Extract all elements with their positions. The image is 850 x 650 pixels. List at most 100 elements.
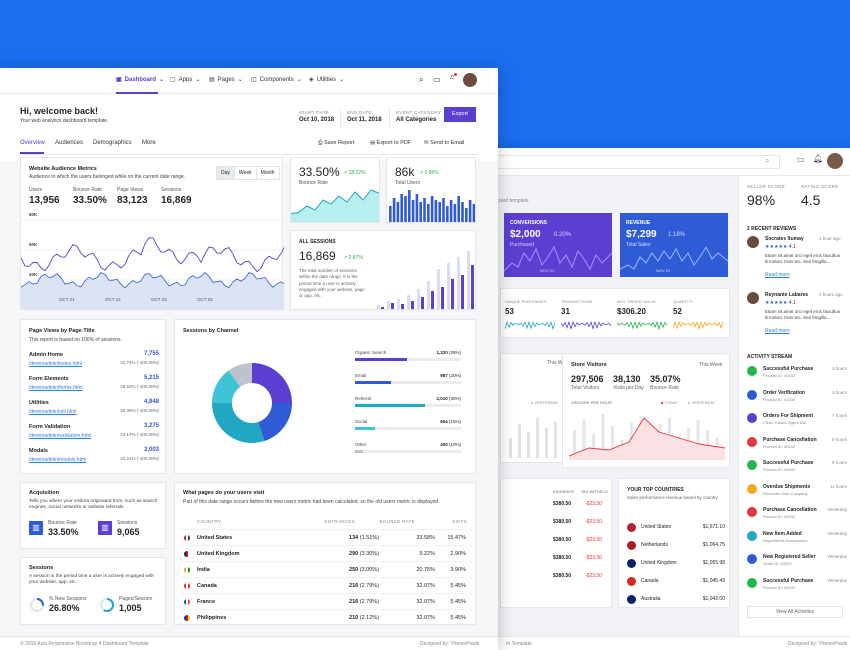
- bar: [457, 196, 460, 222]
- table-header: EXITS: [452, 519, 467, 524]
- visit-title: What pages do your users visit: [183, 490, 265, 496]
- donut-slice: [212, 370, 241, 403]
- bar: [536, 418, 539, 458]
- pages-icon: ▤: [209, 77, 215, 83]
- table-header: ENTRANCES: [324, 519, 355, 524]
- bar: [411, 200, 415, 222]
- chat-icon[interactable]: ▭: [797, 155, 805, 164]
- x-tick: OCT 23: [151, 297, 167, 302]
- bar-background: [417, 289, 420, 309]
- metric-label: Users: [29, 187, 43, 193]
- table-row: France 216 (2.79%) 32.07% 5.45%: [181, 593, 472, 610]
- table-header: BOUNCE RATE: [379, 519, 415, 524]
- toggle-week[interactable]: Week: [233, 167, 256, 179]
- tax-value: -$23.50: [585, 555, 602, 561]
- flag-icon: [184, 615, 190, 621]
- nav-components[interactable]: ◫ Components ⌄: [251, 76, 302, 84]
- search-icon[interactable]: ⌕: [419, 75, 424, 84]
- exits: 5.45%: [450, 615, 466, 621]
- page-path-link[interactable]: /demo/admin/forms.html: [29, 385, 83, 391]
- start-date-value[interactable]: Oct 10, 2018: [299, 117, 335, 123]
- page-count: 7,755: [143, 351, 159, 357]
- reviews-title: 2 RECENT REVIEWS: [747, 226, 797, 232]
- activity-title: Order Verification: [763, 389, 805, 396]
- activity-icon: [747, 554, 757, 564]
- page-name: Form Validation: [29, 424, 71, 430]
- nav-pages[interactable]: ▤ Pages ⌄: [209, 76, 243, 84]
- channel-name: Other: [355, 442, 367, 447]
- country-name: Canada: [197, 583, 217, 589]
- bar: [451, 279, 454, 309]
- end-date-value[interactable]: Oct 11, 2018: [347, 117, 382, 123]
- tabs-divider: [20, 154, 478, 155]
- country-name: United States: [197, 535, 233, 541]
- seller-score-value: 98%: [747, 192, 776, 208]
- export-pdf-button[interactable]: ▤ Export to PDF: [370, 140, 412, 146]
- page-views-card: Page Views by Page Title This report is …: [20, 319, 166, 474]
- page-path-link[interactable]: /demo/admin/index.html: [29, 361, 83, 367]
- toggle-month[interactable]: Month: [255, 167, 279, 179]
- page-path-link[interactable]: /demo/admin/util.html: [29, 409, 77, 415]
- nav-utilities[interactable]: ◈ Utilities ⌄: [309, 76, 344, 84]
- audience-metrics-card: Website Audience Metrics Audience to whi…: [20, 157, 284, 310]
- bell-icon[interactable]: ♫: [449, 74, 455, 81]
- channel-name: Email: [355, 373, 367, 378]
- flag-icon: [184, 551, 190, 557]
- channel-bar-track: [355, 450, 461, 453]
- reviewer-name: Reynante Labares: [765, 292, 809, 298]
- trend-up-icon: ↗: [343, 255, 349, 261]
- kpi-sparkline: [561, 320, 611, 330]
- avatar[interactable]: [463, 73, 477, 87]
- all-sessions-value: 16,869: [299, 249, 336, 263]
- chat-icon[interactable]: ▭: [433, 75, 441, 84]
- search-icon[interactable]: ⌕: [765, 156, 770, 165]
- sessions-channel-card: Sessions by Channel Organic Search 1,320 …: [174, 319, 476, 474]
- read-more-link[interactable]: Read more: [765, 328, 790, 334]
- toggle-day[interactable]: Day: [217, 167, 234, 179]
- seller-score-label: SELLER SCORE: [747, 184, 786, 189]
- avatar[interactable]: [827, 153, 843, 169]
- back-search-input[interactable]: [480, 155, 780, 169]
- flag-icon: [627, 577, 636, 586]
- bar: [392, 198, 396, 222]
- earning-value: $380.50: [553, 573, 572, 579]
- tab-active-indicator: [20, 152, 44, 154]
- nav-dashboard[interactable]: ▣ Dashboard ⌄: [116, 76, 165, 84]
- tab-overview[interactable]: Overview: [20, 140, 46, 146]
- bell-icon[interactable]: 🔔︎: [813, 154, 824, 163]
- top-countries-title: YOUR TOP COUNTRIES: [627, 487, 684, 493]
- bar: [468, 200, 472, 222]
- activity-title: ACTIVITY STREAM: [747, 354, 793, 360]
- entrances: 216 (2.79%): [349, 599, 379, 605]
- chevron-down-icon: ⌄: [159, 77, 165, 83]
- page-path-link[interactable]: /demo/admin/modals.html: [29, 457, 87, 463]
- bar-background: [457, 257, 460, 309]
- read-more-link[interactable]: Read more: [765, 272, 790, 278]
- acq-bounce-label: Bounce Rate: [48, 520, 77, 526]
- nav-apps[interactable]: ▢ Apps ⌄: [170, 76, 201, 84]
- activity-sub: Seller ID: #2002: [763, 561, 792, 566]
- top-nav: ▣ Dashboard ⌄ ▢ Apps ⌄ ▤ Pages ⌄ ◫ Components ⌄ …: [0, 68, 498, 94]
- tab-audiences[interactable]: Audiences: [55, 140, 84, 146]
- event-category-value[interactable]: All Categories: [396, 117, 437, 123]
- bar: [400, 194, 403, 222]
- tab-more[interactable]: More: [142, 140, 156, 146]
- utilities-icon: ◈: [309, 77, 314, 83]
- view-all-activities-button[interactable]: View All Activities: [747, 606, 843, 618]
- yesterday-legend: ■ YESTERDAY: [531, 400, 559, 405]
- metric-value: 33.50%: [73, 195, 107, 206]
- save-report-button[interactable]: ⎙ Save Report: [318, 140, 355, 146]
- channel-bar-track: [355, 427, 461, 430]
- footer-left: © 2019 Azia Responsive Bootstrap 4 Dashb…: [20, 641, 149, 647]
- tax-value: -$23.50: [585, 537, 602, 543]
- exits: 2.90%: [450, 551, 466, 557]
- export-button[interactable]: Export: [444, 107, 476, 122]
- bar: [421, 297, 424, 309]
- tab-demographics[interactable]: Demographics: [93, 140, 132, 146]
- flag-icon: [627, 523, 636, 532]
- send-email-button[interactable]: ✉ Send to Email: [424, 140, 465, 146]
- bar: [527, 432, 530, 458]
- table-row: India 250 (3.00%) 20.75% 3.90%: [181, 561, 472, 578]
- store-visitors-value: 297,506: [571, 374, 604, 384]
- page-path-link[interactable]: /demo/admin/validation.html: [29, 433, 92, 439]
